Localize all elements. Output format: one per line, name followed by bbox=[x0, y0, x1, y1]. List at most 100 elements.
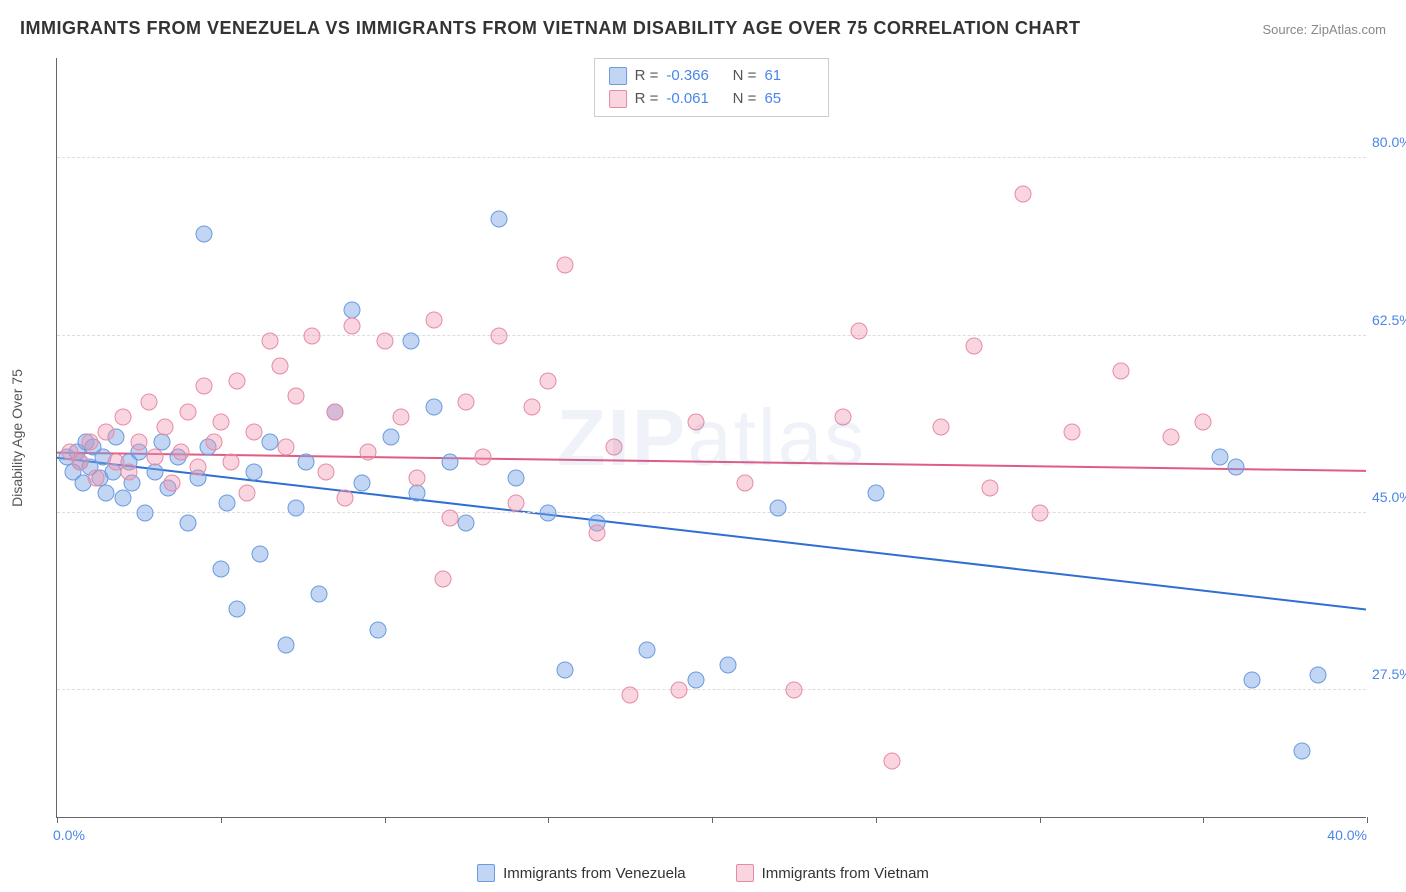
scatter-point-vietnam bbox=[622, 687, 639, 704]
scatter-point-venezuela bbox=[219, 494, 236, 511]
scatter-point-vietnam bbox=[317, 464, 334, 481]
scatter-point-vietnam bbox=[271, 358, 288, 375]
scatter-point-venezuela bbox=[1244, 672, 1261, 689]
scatter-point-vietnam bbox=[278, 439, 295, 456]
x-tick bbox=[385, 817, 386, 823]
scatter-point-vietnam bbox=[360, 444, 377, 461]
x-tick-label: 0.0% bbox=[53, 827, 85, 843]
scatter-point-venezuela bbox=[491, 211, 508, 228]
scatter-point-vietnam bbox=[157, 418, 174, 435]
scatter-point-vietnam bbox=[435, 570, 452, 587]
scatter-point-vietnam bbox=[229, 373, 246, 390]
scatter-point-vietnam bbox=[851, 322, 868, 339]
x-tick bbox=[548, 817, 549, 823]
scatter-point-vietnam bbox=[409, 469, 426, 486]
scatter-point-vietnam bbox=[884, 753, 901, 770]
scatter-point-venezuela bbox=[180, 515, 197, 532]
scatter-point-vietnam bbox=[491, 327, 508, 344]
n-label: N = bbox=[724, 88, 756, 111]
scatter-point-venezuela bbox=[687, 672, 704, 689]
scatter-point-venezuela bbox=[1309, 667, 1326, 684]
r-label: R = bbox=[635, 88, 659, 111]
scatter-point-vietnam bbox=[304, 327, 321, 344]
scatter-point-vietnam bbox=[1031, 505, 1048, 522]
scatter-point-vietnam bbox=[189, 459, 206, 476]
scatter-point-vietnam bbox=[81, 434, 98, 451]
x-tick bbox=[876, 817, 877, 823]
scatter-point-venezuela bbox=[288, 499, 305, 516]
x-tick bbox=[57, 817, 58, 823]
scatter-point-vietnam bbox=[327, 403, 344, 420]
scatter-point-venezuela bbox=[212, 560, 229, 577]
scatter-point-vietnam bbox=[130, 434, 147, 451]
scatter-point-vietnam bbox=[114, 408, 131, 425]
scatter-point-vietnam bbox=[173, 444, 190, 461]
n-label: N = bbox=[724, 65, 756, 88]
scatter-point-vietnam bbox=[147, 449, 164, 466]
scatter-plot: Disability Age Over 75 ZIPatlas R = -0.3… bbox=[56, 58, 1366, 818]
scatter-point-vietnam bbox=[1064, 423, 1081, 440]
scatter-point-vietnam bbox=[687, 413, 704, 430]
scatter-point-vietnam bbox=[556, 256, 573, 273]
scatter-point-venezuela bbox=[98, 484, 115, 501]
scatter-point-vietnam bbox=[1162, 429, 1179, 446]
scatter-point-venezuela bbox=[867, 484, 884, 501]
series-legend: Immigrants from Venezuela Immigrants from… bbox=[0, 864, 1406, 882]
scatter-point-vietnam bbox=[933, 418, 950, 435]
y-tick-label: 80.0% bbox=[1372, 134, 1406, 150]
scatter-point-vietnam bbox=[196, 378, 213, 395]
r-value: -0.366 bbox=[666, 65, 716, 88]
scatter-point-vietnam bbox=[337, 489, 354, 506]
scatter-point-vietnam bbox=[376, 332, 393, 349]
scatter-point-vietnam bbox=[785, 682, 802, 699]
gridline bbox=[57, 335, 1366, 336]
stats-row-vietnam: R = -0.061 N = 65 bbox=[609, 88, 815, 111]
scatter-point-venezuela bbox=[114, 489, 131, 506]
scatter-point-venezuela bbox=[507, 469, 524, 486]
scatter-point-venezuela bbox=[229, 601, 246, 618]
swatch-vietnam bbox=[736, 864, 754, 882]
n-value: 61 bbox=[764, 65, 814, 88]
gridline bbox=[57, 157, 1366, 158]
scatter-point-vietnam bbox=[121, 464, 138, 481]
scatter-point-venezuela bbox=[638, 641, 655, 658]
y-tick-label: 62.5% bbox=[1372, 312, 1406, 328]
swatch-venezuela bbox=[609, 67, 627, 85]
scatter-point-vietnam bbox=[88, 469, 105, 486]
scatter-point-vietnam bbox=[458, 393, 475, 410]
scatter-point-vietnam bbox=[392, 408, 409, 425]
scatter-point-vietnam bbox=[982, 479, 999, 496]
scatter-point-vietnam bbox=[736, 474, 753, 491]
scatter-point-vietnam bbox=[212, 413, 229, 430]
scatter-point-venezuela bbox=[278, 636, 295, 653]
scatter-point-vietnam bbox=[1015, 185, 1032, 202]
scatter-point-vietnam bbox=[163, 474, 180, 491]
scatter-point-venezuela bbox=[540, 505, 557, 522]
scatter-point-vietnam bbox=[222, 454, 239, 471]
x-tick bbox=[1367, 817, 1368, 823]
r-value: -0.061 bbox=[666, 88, 716, 111]
scatter-point-venezuela bbox=[383, 429, 400, 446]
stats-legend: R = -0.366 N = 61R = -0.061 N = 65 bbox=[594, 58, 830, 117]
legend-label: Immigrants from Vietnam bbox=[762, 865, 929, 882]
scatter-point-venezuela bbox=[1211, 449, 1228, 466]
scatter-point-venezuela bbox=[353, 474, 370, 491]
scatter-point-vietnam bbox=[442, 510, 459, 527]
scatter-point-venezuela bbox=[1293, 743, 1310, 760]
scatter-point-vietnam bbox=[140, 393, 157, 410]
source-label: Source: ZipAtlas.com bbox=[1262, 22, 1386, 37]
scatter-point-vietnam bbox=[474, 449, 491, 466]
swatch-venezuela bbox=[477, 864, 495, 882]
scatter-point-vietnam bbox=[540, 373, 557, 390]
scatter-point-vietnam bbox=[589, 525, 606, 542]
scatter-point-vietnam bbox=[98, 423, 115, 440]
scatter-point-venezuela bbox=[442, 454, 459, 471]
gridline bbox=[57, 512, 1366, 513]
swatch-vietnam bbox=[609, 90, 627, 108]
scatter-point-vietnam bbox=[206, 434, 223, 451]
scatter-point-venezuela bbox=[196, 226, 213, 243]
scatter-point-vietnam bbox=[261, 332, 278, 349]
x-tick bbox=[1040, 817, 1041, 823]
n-value: 65 bbox=[764, 88, 814, 111]
legend-label: Immigrants from Venezuela bbox=[503, 865, 686, 882]
